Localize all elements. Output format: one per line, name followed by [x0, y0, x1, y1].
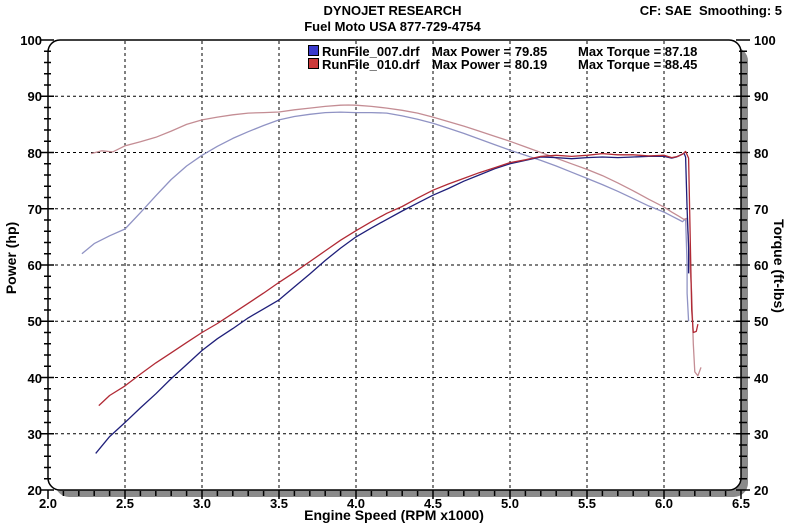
correction-smoothing-label: CF: SAE Smoothing: 5 [639, 3, 782, 18]
legend-file-name: RunFile_010.drf [322, 57, 420, 72]
y-tick-label-right: 70 [754, 201, 769, 217]
x-tick-label: 4.0 [346, 496, 366, 511]
y-tick-label-left: 20 [27, 483, 42, 498]
legend-max-power: Max Power = 79.85 [432, 44, 548, 59]
y-tick-label-right: 20 [754, 483, 769, 498]
x-tick-label: 4.5 [423, 496, 443, 511]
y-tick-label-left: 70 [27, 201, 42, 217]
x-tick-label: 2.0 [38, 496, 58, 511]
y-tick-label-right: 60 [754, 258, 769, 273]
x-tick-label: 3.5 [269, 496, 289, 511]
curve-power_RunFile_010 [98, 150, 699, 407]
y-axis-title-right: Torque (ft-lbs) [771, 219, 785, 313]
curve-power_RunFile_007 [95, 152, 690, 454]
x-tick-label: 3.0 [192, 496, 212, 511]
y-tick-label-left: 30 [27, 426, 42, 442]
legend-swatch-run010 [308, 58, 319, 69]
y-tick-label-left: 50 [27, 314, 42, 330]
y-tick-label-left: 60 [27, 258, 42, 273]
legend-max-torque: Max Torque = 88.45 [578, 57, 698, 72]
x-tick-label: 5.0 [500, 496, 520, 511]
dyno-curves [81, 104, 702, 454]
curve-torque_RunFile_007 [81, 111, 690, 322]
chart-title: DYNOJET RESEARCH [323, 3, 462, 18]
x-tick-label: 6.5 [731, 496, 751, 511]
y-tick-label-right: 90 [754, 89, 769, 105]
x-tick-label: 5.5 [577, 496, 597, 511]
y-tick-label-left: 80 [27, 145, 42, 161]
x-tick-label: 2.5 [115, 496, 135, 511]
y-tick-label-right: 40 [754, 370, 769, 386]
legend-max-torque: Max Torque = 87.18 [578, 44, 698, 59]
gridlines [49, 41, 740, 489]
y-tick-label-right: 30 [754, 426, 769, 442]
y-tick-label-left: 40 [27, 370, 42, 386]
y-tick-label-right: 80 [754, 145, 769, 161]
legend-swatch-run007 [308, 45, 319, 56]
y-tick-label-left: 90 [27, 89, 42, 105]
curve-torque_RunFile_010 [90, 104, 702, 377]
y-tick-label-right: 100 [754, 33, 776, 48]
chart-subtitle: Fuel Moto USA 877-729-4754 [304, 19, 481, 34]
y-tick-label-right: 50 [754, 314, 769, 330]
y-axis-title-left: Power (hp) [3, 221, 19, 295]
x-tick-label: 6.0 [654, 496, 674, 511]
x-axis-title: Engine Speed (RPM x1000) [304, 507, 484, 523]
legend-max-power: Max Power = 80.19 [432, 57, 548, 72]
y-tick-label-left: 100 [20, 33, 42, 48]
legend-file-name: RunFile_007.drf [322, 44, 420, 59]
axis-ticks [41, 39, 750, 499]
